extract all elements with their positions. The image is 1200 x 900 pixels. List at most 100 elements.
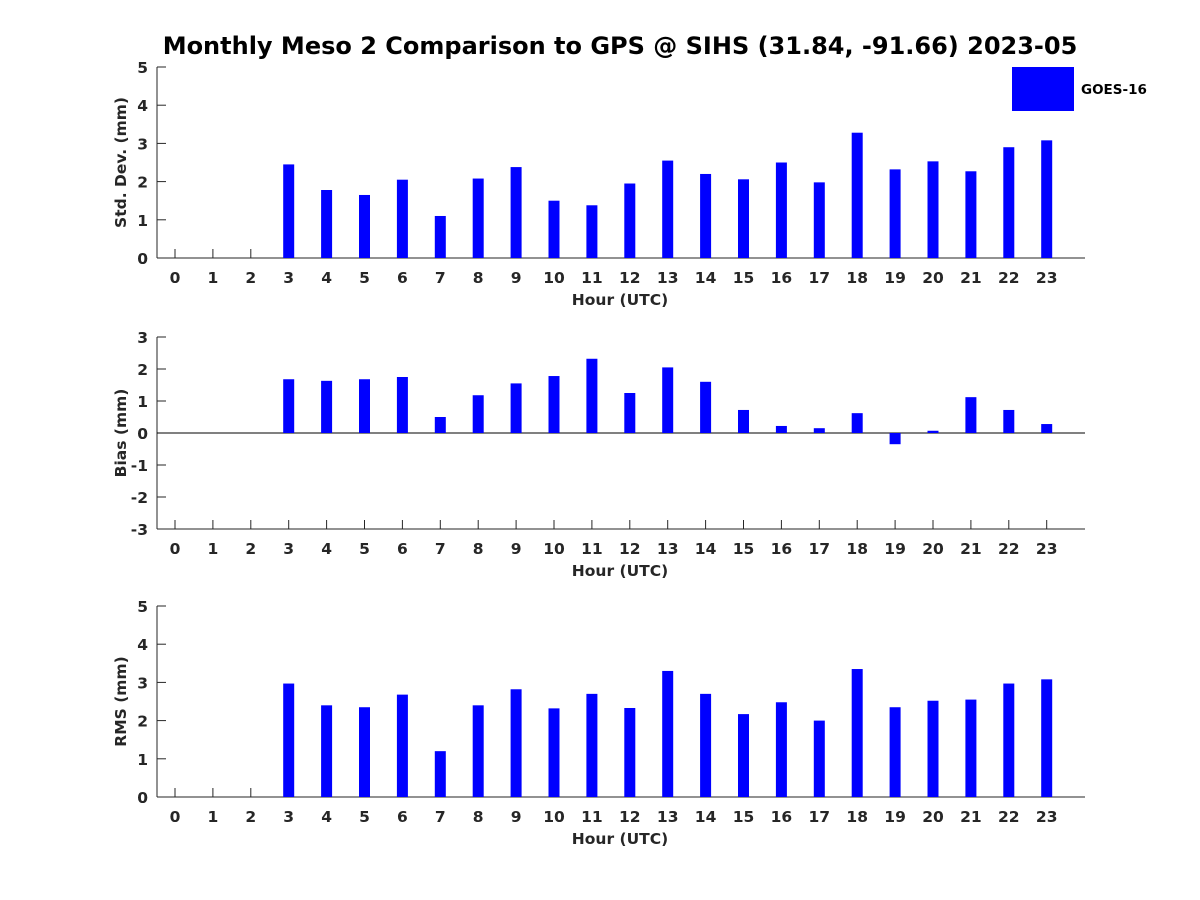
x-tick-label: 12 bbox=[619, 808, 641, 826]
x-tick-label: 1 bbox=[208, 808, 219, 826]
legend-label: GOES-16 bbox=[1081, 82, 1147, 98]
bar-rms-19 bbox=[889, 707, 901, 797]
x-tick-label: 9 bbox=[511, 540, 522, 558]
x-tick-label: 0 bbox=[170, 269, 181, 287]
x-tick-label: 2 bbox=[245, 540, 256, 558]
y-tick-label: 3 bbox=[137, 674, 148, 692]
x-tick-label: 17 bbox=[809, 808, 831, 826]
x-tick-label: 21 bbox=[960, 269, 982, 287]
y-tick-label: -3 bbox=[131, 521, 148, 539]
x-tick-label: 22 bbox=[998, 540, 1020, 558]
x-tick-label: 19 bbox=[884, 269, 906, 287]
x-tick-label: 6 bbox=[397, 808, 408, 826]
x-tick-label: 16 bbox=[771, 808, 793, 826]
bar-rms-17 bbox=[813, 720, 825, 797]
x-tick-label: 0 bbox=[170, 808, 181, 826]
x-axis-label: Hour (UTC) bbox=[572, 830, 668, 848]
x-tick-label: 10 bbox=[543, 269, 565, 287]
bar-std-dev-5 bbox=[359, 194, 370, 258]
bar-bias-21 bbox=[965, 397, 977, 433]
bar-bias-23 bbox=[1041, 424, 1053, 433]
bar-std-dev-4 bbox=[321, 190, 333, 258]
bar-rms-13 bbox=[662, 670, 674, 797]
x-tick-label: 5 bbox=[359, 808, 370, 826]
x-tick-label: 11 bbox=[581, 269, 603, 287]
x-tick-label: 14 bbox=[695, 269, 717, 287]
x-axis-label: Hour (UTC) bbox=[572, 562, 668, 580]
x-tick-label: 5 bbox=[359, 540, 370, 558]
bar-std-dev-18 bbox=[851, 132, 863, 258]
y-axis-label: RMS (mm) bbox=[112, 656, 130, 746]
x-tick-label: 20 bbox=[922, 808, 944, 826]
bar-bias-16 bbox=[775, 425, 787, 433]
bar-std-dev-19 bbox=[889, 169, 901, 258]
y-axis-label: Bias (mm) bbox=[112, 389, 130, 478]
bar-bias-12 bbox=[624, 393, 636, 433]
y-tick-label: 2 bbox=[137, 361, 148, 379]
x-tick-label: 8 bbox=[473, 269, 484, 287]
x-tick-label: 14 bbox=[695, 540, 717, 558]
bar-bias-3 bbox=[283, 379, 295, 433]
x-tick-label: 20 bbox=[922, 269, 944, 287]
x-tick-label: 2 bbox=[245, 269, 256, 287]
bar-bias-19 bbox=[889, 433, 901, 445]
y-tick-label: 5 bbox=[137, 598, 148, 616]
x-tick-label: 20 bbox=[922, 540, 944, 558]
x-tick-label: 15 bbox=[733, 540, 755, 558]
bar-std-dev-3 bbox=[283, 164, 295, 258]
x-tick-label: 1 bbox=[208, 269, 219, 287]
x-tick-label: 18 bbox=[846, 540, 868, 558]
x-tick-label: 7 bbox=[435, 269, 446, 287]
x-tick-label: 18 bbox=[846, 808, 868, 826]
y-tick-label: 1 bbox=[137, 393, 148, 411]
bar-rms-14 bbox=[700, 693, 712, 797]
bar-std-dev-7 bbox=[434, 215, 446, 258]
bar-std-dev-15 bbox=[738, 179, 749, 258]
bar-bias-20 bbox=[927, 430, 939, 433]
x-tick-label: 5 bbox=[359, 269, 370, 287]
bar-rms-16 bbox=[775, 702, 787, 797]
bar-bias-5 bbox=[359, 379, 370, 433]
bar-bias-22 bbox=[1003, 409, 1015, 433]
y-tick-label: 4 bbox=[137, 636, 148, 654]
bar-std-dev-9 bbox=[510, 167, 522, 258]
y-tick-label: 0 bbox=[137, 789, 148, 807]
y-tick-label: 4 bbox=[137, 97, 148, 115]
bar-bias-7 bbox=[434, 417, 446, 433]
x-tick-label: 4 bbox=[321, 808, 332, 826]
x-tick-label: 13 bbox=[657, 540, 679, 558]
y-tick-label: -2 bbox=[131, 489, 148, 507]
x-tick-label: 12 bbox=[619, 540, 641, 558]
bar-std-dev-10 bbox=[548, 200, 560, 258]
bar-rms-8 bbox=[472, 705, 484, 797]
y-tick-label: 1 bbox=[137, 751, 148, 769]
x-tick-label: 21 bbox=[960, 808, 982, 826]
bar-rms-7 bbox=[434, 751, 446, 797]
x-tick-label: 11 bbox=[581, 808, 603, 826]
bar-rms-4 bbox=[321, 705, 333, 797]
bar-rms-9 bbox=[510, 689, 522, 797]
x-tick-label: 3 bbox=[283, 269, 294, 287]
y-axis-label: Std. Dev. (mm) bbox=[112, 97, 130, 228]
bar-std-dev-6 bbox=[396, 179, 408, 258]
bar-std-dev-23 bbox=[1041, 140, 1053, 258]
bar-std-dev-17 bbox=[813, 182, 825, 258]
bar-rms-6 bbox=[396, 694, 408, 797]
bar-std-dev-14 bbox=[700, 173, 712, 258]
x-tick-label: 9 bbox=[511, 269, 522, 287]
bar-bias-15 bbox=[738, 409, 749, 433]
x-tick-label: 3 bbox=[283, 540, 294, 558]
x-tick-label: 17 bbox=[809, 540, 831, 558]
bar-rms-18 bbox=[851, 669, 863, 797]
legend: GOES-16 bbox=[1012, 67, 1147, 111]
bar-bias-4 bbox=[321, 380, 333, 433]
x-tick-label: 0 bbox=[170, 540, 181, 558]
bar-rms-5 bbox=[359, 707, 370, 797]
bar-rms-22 bbox=[1003, 683, 1015, 797]
x-tick-label: 11 bbox=[581, 540, 603, 558]
x-tick-label: 14 bbox=[695, 808, 717, 826]
x-tick-label: 12 bbox=[619, 269, 641, 287]
